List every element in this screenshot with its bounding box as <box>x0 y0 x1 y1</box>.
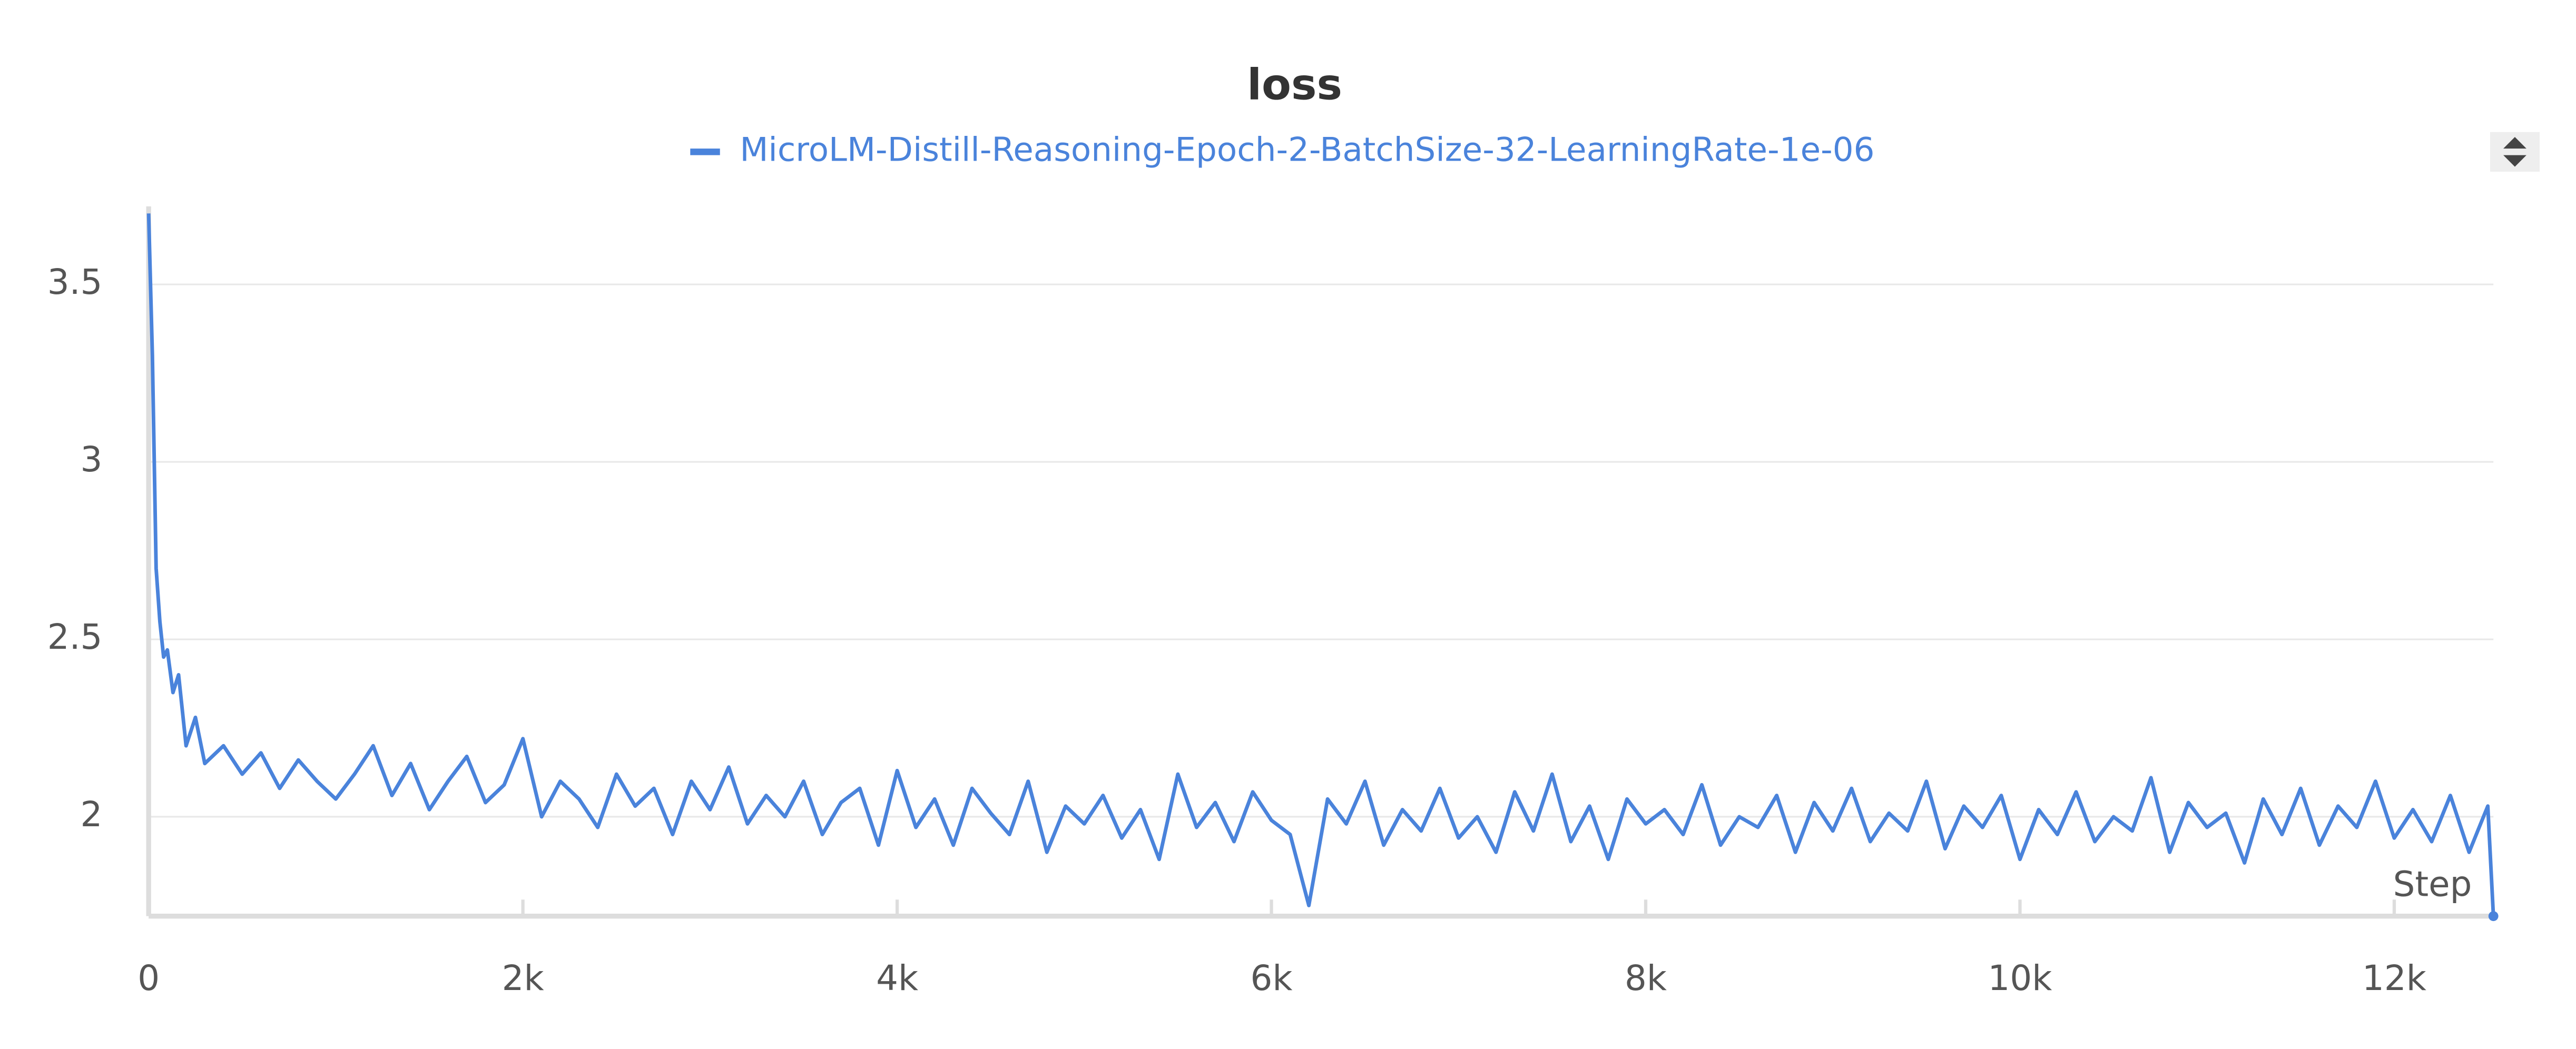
end-point <box>2488 911 2499 922</box>
loss-line <box>146 213 2495 916</box>
x-tick-label: 10k <box>1988 958 2052 998</box>
x-tick-label: 12k <box>2362 958 2426 998</box>
y-tick-label: 3 <box>81 439 103 480</box>
legend-label: MicroLM-Distill-Reasoning-Epoch-2-BatchS… <box>740 130 1874 169</box>
y-tick-label: 2.5 <box>47 617 103 657</box>
x-tick-label: 0 <box>137 958 160 998</box>
y-tick-label: 3.5 <box>47 262 103 302</box>
x-tick-label: 4k <box>876 958 918 998</box>
x-tick-label: 8k <box>1625 958 1667 998</box>
chart-title: loss <box>1247 60 1342 110</box>
x-axis-label: Step <box>2393 864 2472 904</box>
y-tick-label: 2 <box>81 794 103 835</box>
x-tick-label: 6k <box>1251 958 1293 998</box>
x-tick-label: 2k <box>502 958 544 998</box>
legend-toggle[interactable] <box>2490 132 2540 172</box>
